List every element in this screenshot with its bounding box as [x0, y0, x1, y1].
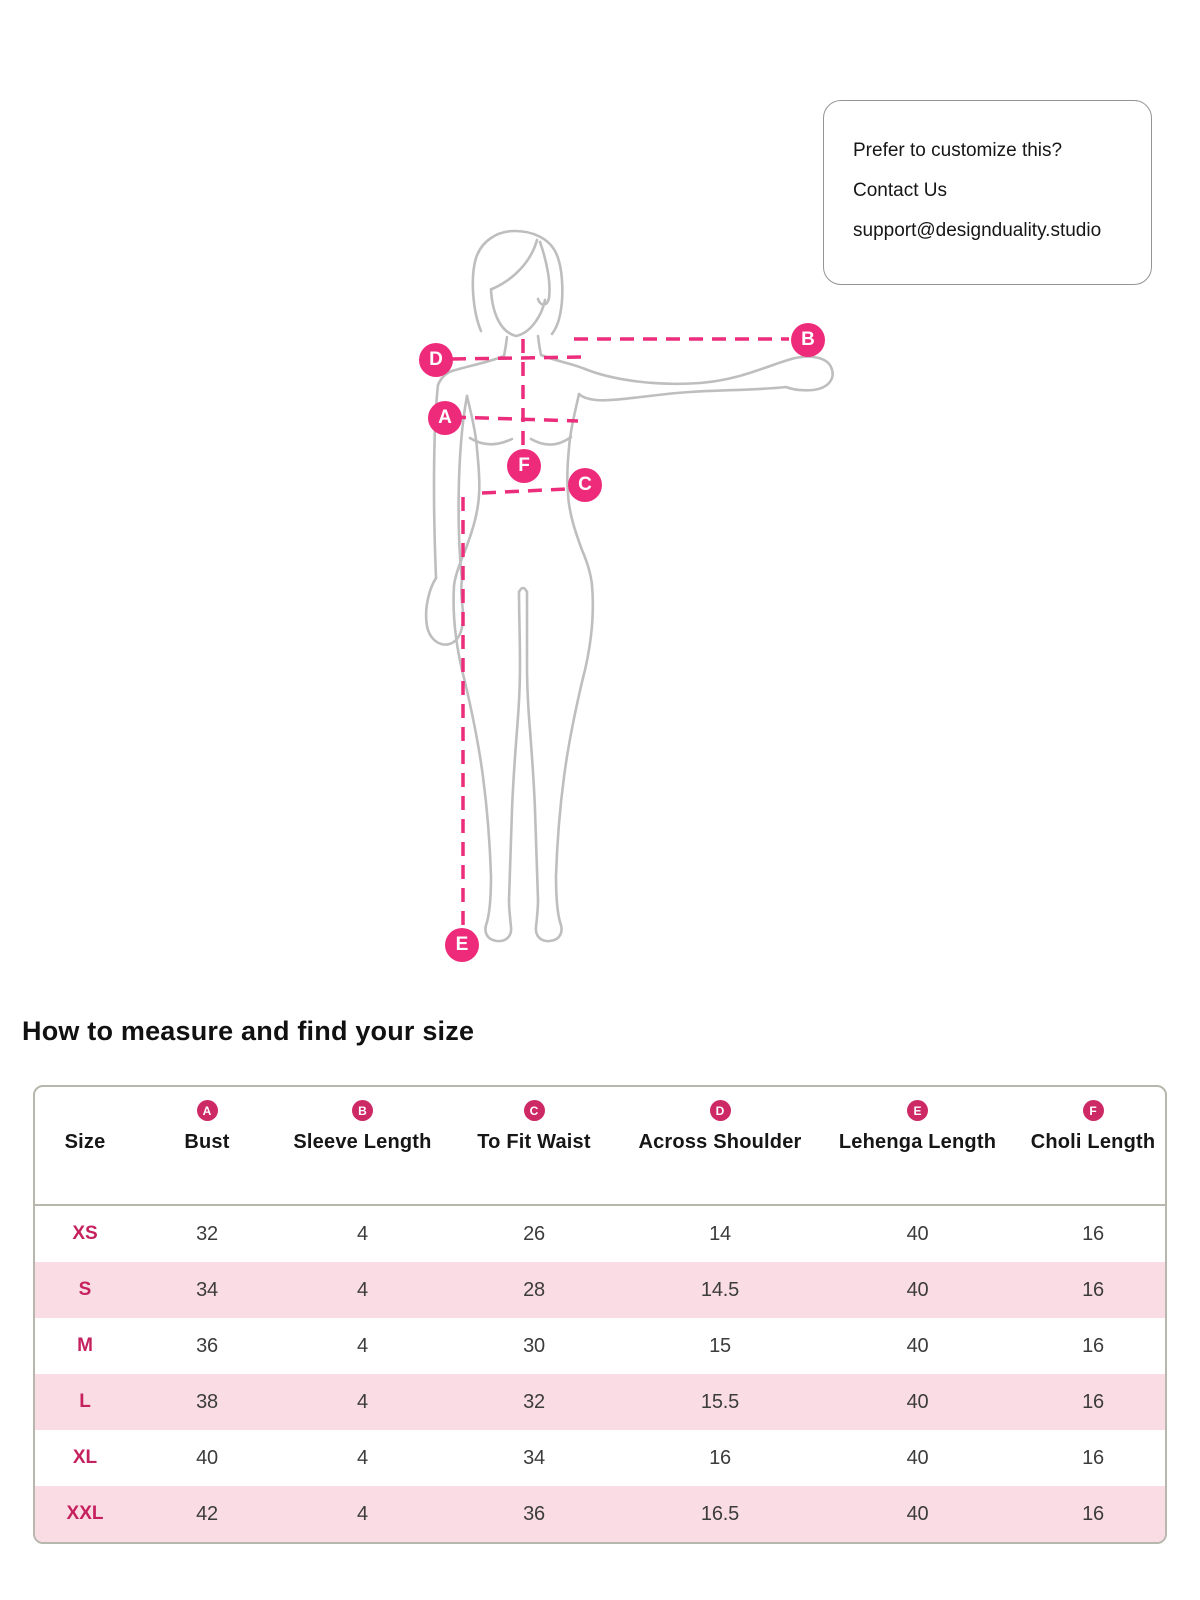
cell-bust: 34: [196, 1278, 218, 1301]
cell-lehenga-length: 40: [906, 1502, 929, 1525]
cell-to-fit-waist: 30: [523, 1334, 545, 1357]
cell-to-fit-waist: 34: [523, 1446, 545, 1469]
cell-bust: 32: [196, 1222, 218, 1245]
cell-choli-length: 16: [1082, 1390, 1104, 1413]
cell-bust: 38: [196, 1390, 218, 1413]
column-header-sleeve-length: B Sleeve Length: [279, 1087, 446, 1206]
badge-e-icon: E: [907, 1100, 928, 1121]
size-label: XL: [72, 1447, 98, 1468]
cell-bust: 36: [196, 1334, 218, 1357]
cell-lehenga-length: 40: [906, 1446, 929, 1469]
table-row-s: S 34 4 28 14.5 40 16: [35, 1262, 1165, 1318]
marker-e-icon: E: [445, 928, 479, 962]
badge-b-icon: B: [352, 1100, 373, 1121]
cell-sleeve-length: 4: [357, 1278, 368, 1301]
cell-sleeve-length: 4: [357, 1446, 368, 1469]
cell-across-shoulder: 16.5: [700, 1502, 740, 1525]
marker-d-icon: D: [419, 343, 453, 377]
cell-lehenga-length: 40: [906, 1222, 929, 1245]
size-label: XS: [72, 1223, 98, 1244]
cell-sleeve-length: 4: [357, 1334, 368, 1357]
column-header-to-fit-waist: C To Fit Waist: [446, 1087, 622, 1206]
cell-lehenga-length: 40: [906, 1278, 929, 1301]
badge-d-icon: D: [709, 1100, 731, 1121]
marker-f-icon: F: [507, 449, 541, 483]
table-row-xs: XS 32 4 26 14 40 16: [35, 1205, 1165, 1262]
size-label: L: [79, 1391, 91, 1412]
badge-f-icon: F: [1082, 1100, 1104, 1121]
cell-choli-length: 16: [1082, 1334, 1104, 1357]
cell-across-shoulder: 14: [709, 1222, 731, 1245]
cell-to-fit-waist: 32: [523, 1390, 545, 1413]
customize-callout: Prefer to customize this? Contact Us sup…: [823, 100, 1152, 285]
cell-to-fit-waist: 28: [523, 1278, 545, 1301]
column-header-bust: A Bust: [135, 1087, 279, 1206]
cell-across-shoulder: 14.5: [700, 1278, 740, 1301]
badge-a-icon: A: [196, 1100, 218, 1121]
page-title: How to measure and find your size: [22, 1016, 475, 1046]
bust-line: [451, 415, 579, 423]
size-label: XXL: [66, 1503, 104, 1524]
callout-contact-us: Contact Us: [853, 180, 947, 201]
measurement-illustration: A B C D E F Prefer to customize this? Co…: [419, 100, 1152, 962]
marker-a-icon: A: [428, 401, 462, 435]
cell-sleeve-length: 4: [357, 1502, 368, 1525]
cell-lehenga-length: 40: [906, 1390, 929, 1413]
cell-sleeve-length: 4: [357, 1390, 368, 1413]
cell-to-fit-waist: 36: [523, 1502, 545, 1525]
cell-choli-length: 16: [1082, 1502, 1104, 1525]
cell-choli-length: 16: [1082, 1222, 1104, 1245]
cell-to-fit-waist: 26: [523, 1222, 545, 1245]
size-chart-table: Size A Bust B Sleeve Length: [33, 1085, 1167, 1544]
column-header-across-shoulder: D Across Shoulder: [622, 1087, 818, 1206]
badge-c-icon: C: [523, 1100, 545, 1121]
size-label: M: [77, 1335, 93, 1356]
cell-across-shoulder: 15: [709, 1334, 731, 1357]
column-header-choli-length: F Choli Length: [1017, 1087, 1165, 1206]
column-header-size: Size: [35, 1087, 135, 1206]
cell-choli-length: 16: [1082, 1446, 1104, 1469]
cell-bust: 42: [196, 1502, 218, 1525]
table-row-m: M 36 4 30 15 40 16: [35, 1318, 1165, 1374]
callout-question: Prefer to customize this?: [853, 140, 1063, 161]
cell-across-shoulder: 16: [709, 1446, 731, 1469]
cell-bust: 40: [196, 1446, 218, 1469]
marker-b-icon: B: [791, 323, 825, 357]
size-label: S: [78, 1279, 92, 1300]
table-row-xxl: XXL 42 4 36 16.5 40 16: [35, 1486, 1165, 1542]
cell-sleeve-length: 4: [357, 1222, 368, 1245]
marker-c-icon: C: [568, 468, 602, 502]
body-outline-figure: [424, 229, 834, 943]
callout-support-email: support@designduality.studio: [853, 220, 1102, 241]
waist-line: [481, 487, 568, 495]
cell-choli-length: 16: [1082, 1278, 1104, 1301]
cell-across-shoulder: 15.5: [700, 1390, 740, 1413]
table-row-xl: XL 40 4 34 16 40 16: [35, 1430, 1165, 1486]
across-shoulder-line: [451, 355, 585, 361]
cell-lehenga-length: 40: [906, 1334, 929, 1357]
table-row-l: L 38 4 32 15.5 40 16: [35, 1374, 1165, 1430]
table-header-row: Size A Bust B Sleeve Length: [35, 1087, 1165, 1206]
column-header-lehenga-length: E Lehenga Length: [818, 1087, 1017, 1206]
